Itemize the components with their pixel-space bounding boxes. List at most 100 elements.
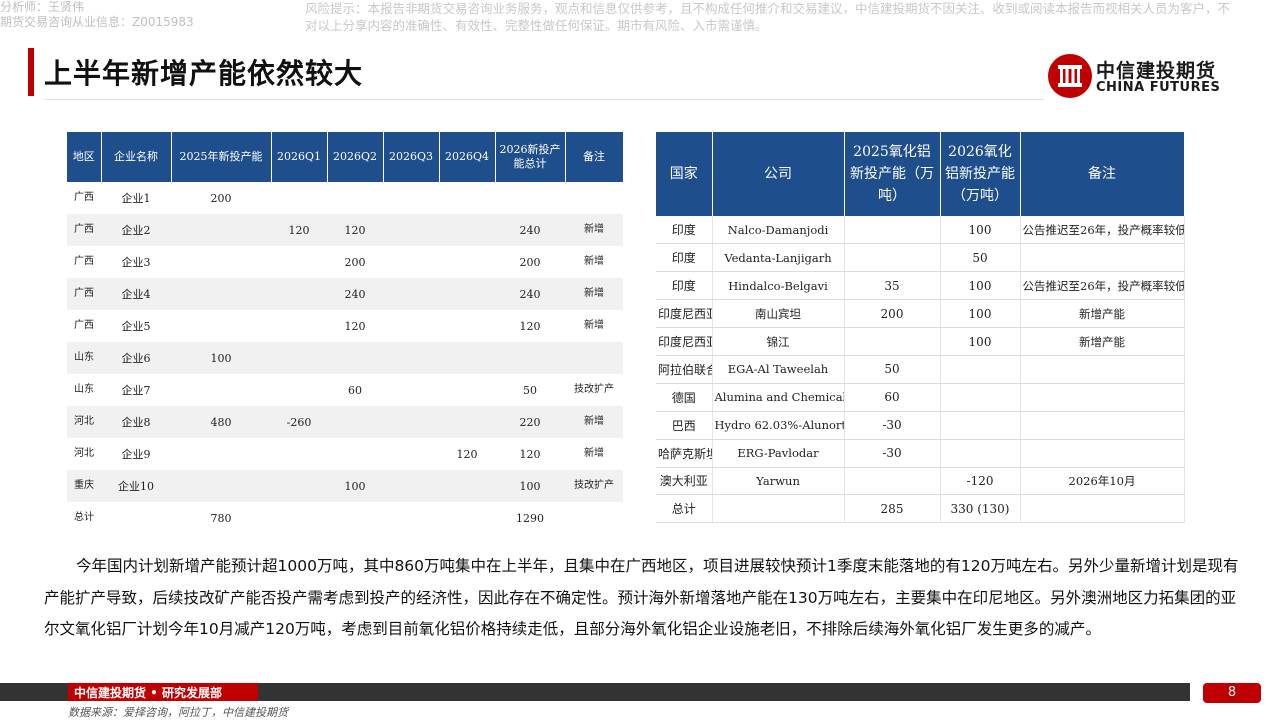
table-row: 广西 企业2 120 120 240 新增 <box>67 214 623 246</box>
table-cell: 企业8 <box>101 406 171 438</box>
table-cell <box>383 502 439 534</box>
table-cell: 120 <box>327 214 383 246</box>
table-cell: 南山宾坦 <box>712 299 845 329</box>
table-cell: 印度 <box>656 271 713 301</box>
table-cell <box>439 406 495 438</box>
table-cell: 新增 <box>584 320 604 331</box>
table-cell <box>1020 411 1185 440</box>
table-cell: 哈萨克斯坦 <box>656 439 713 468</box>
column-header: 2026新投产能总计 <box>495 132 566 182</box>
table-cell <box>171 310 271 342</box>
table-cell: 新增产能 <box>1020 327 1185 356</box>
table-cell <box>327 502 383 534</box>
page-number: 8 <box>1203 683 1261 703</box>
table-cell: 100 <box>171 342 271 374</box>
table-cell <box>327 182 383 214</box>
domestic-capacity-table: 地区 企业名称 2025年新投产能 2026Q1 2026Q2 2026Q3 2… <box>67 132 624 534</box>
table-cell <box>383 342 439 374</box>
column-header: 2026Q1 <box>271 132 328 182</box>
table-cell: 50 <box>844 355 941 384</box>
table-cell: 780 <box>210 511 232 525</box>
table-cell <box>171 470 271 502</box>
table-cell <box>271 374 327 406</box>
table-cell <box>439 278 495 310</box>
table-cell: 德国 <box>656 383 713 412</box>
table-row: 河北 企业8 480 -260 220 新增 <box>67 406 623 438</box>
table-cell: 120 <box>456 447 478 461</box>
table-row: 总计 780 1290 <box>67 502 623 534</box>
table-cell: 企业9 <box>121 447 151 461</box>
table-cell: 新增 <box>565 214 623 246</box>
table-cell: 120 <box>344 319 366 333</box>
table-cell: 澳大利亚 <box>656 467 713 496</box>
table-cell <box>844 243 941 273</box>
table-cell <box>940 383 1021 412</box>
table-cell: 广西 <box>67 214 101 246</box>
table-cell: ERG-Pavlodar <box>712 439 845 468</box>
table-cell <box>271 470 327 502</box>
table-cell <box>383 374 439 406</box>
table-cell <box>171 374 271 406</box>
table-cell <box>171 246 271 278</box>
table-row: 重庆 企业10 100 100 技改扩产 <box>67 470 623 502</box>
column-header: 2026Q2 <box>327 132 384 182</box>
table-row: 广西 企业1 200 <box>67 182 623 214</box>
table-cell: 企业10 <box>101 470 171 502</box>
table-cell <box>940 439 1021 468</box>
table-cell: 山东 <box>67 342 101 374</box>
table-cell: 印度 <box>656 216 713 245</box>
table-cell <box>439 246 495 278</box>
table-cell: 新增 <box>565 406 623 438</box>
table-header-row: 国家 公司 2025氧化铝新投产能（万吨） 2026氧化铝新投产能（万吨） 备注 <box>656 132 1185 216</box>
table-row: 印度 Nalco-Damanjodi 100 公告推迟至26年，投产概率较低 <box>656 216 1185 245</box>
title-divider <box>44 99 1044 100</box>
table-cell: 200 <box>344 255 366 269</box>
table-row: 巴西 Hydro 62.03%-Alunorte -30 <box>656 411 1185 440</box>
table-cell: 60 <box>844 383 941 412</box>
table-cell: 广西 <box>74 320 94 331</box>
table-cell: 240 <box>327 278 383 310</box>
column-header: 2025氧化铝新投产能（万吨） <box>844 132 941 216</box>
table-cell <box>439 182 495 214</box>
table-cell: 技改扩产 <box>574 384 614 395</box>
analyst-name: 分析师：王贤伟 <box>0 0 85 14</box>
table-cell: 240 <box>495 278 565 310</box>
table-cell: 200 <box>844 299 941 329</box>
column-header: 备注 <box>565 132 624 182</box>
table-cell <box>383 278 439 310</box>
overseas-capacity-table: 国家 公司 2025氧化铝新投产能（万吨） 2026氧化铝新投产能（万吨） 备注… <box>656 132 1185 524</box>
table-cell: 2026年10月 <box>1020 467 1185 496</box>
table-cell <box>439 470 495 502</box>
table-cell <box>327 406 383 438</box>
table-cell <box>844 216 941 245</box>
table-cell <box>101 502 171 534</box>
table-cell <box>383 182 439 214</box>
table-cell <box>1020 355 1185 384</box>
table-cell: 480 <box>171 406 271 438</box>
footer-bar <box>0 683 1190 701</box>
table-cell: 240 <box>495 214 565 246</box>
table-cell <box>171 438 271 470</box>
table-cell: 河北 <box>67 406 101 438</box>
table-cell: 200 <box>519 255 541 269</box>
table-cell: 总计 <box>656 494 713 524</box>
table-row: 印度尼西亚南山宾坦200100新增产能 <box>656 299 1185 329</box>
table-cell <box>327 438 383 470</box>
table-cell: 巴西 <box>656 411 713 440</box>
analyst-info: 分析师：王贤伟 期货交易咨询从业信息：Z0015983 <box>0 0 194 30</box>
table-cell: 100 <box>940 216 1021 245</box>
table-cell <box>844 467 941 496</box>
table-row: 总计 285 330 (130) <box>656 494 1185 524</box>
table-cell <box>439 310 495 342</box>
table-row: 印度 Hindalco-Belgavi 35 100 公告推迟至26年，投产概率较低 <box>656 271 1185 301</box>
table-cell: 印度尼西亚 <box>656 299 713 329</box>
table-cell: 120 <box>519 447 541 461</box>
table-cell: 企业3 <box>121 255 151 269</box>
brand-logo: 中信建投期货 CHINA FUTURES <box>1048 54 1248 100</box>
table-cell <box>383 214 439 246</box>
table-cell: Nalco-Damanjodi <box>712 216 845 245</box>
table-cell <box>271 438 327 470</box>
column-header: 地区 <box>67 132 102 182</box>
table-cell: 锦江 <box>712 327 845 356</box>
table-cell: 50 <box>940 243 1021 273</box>
